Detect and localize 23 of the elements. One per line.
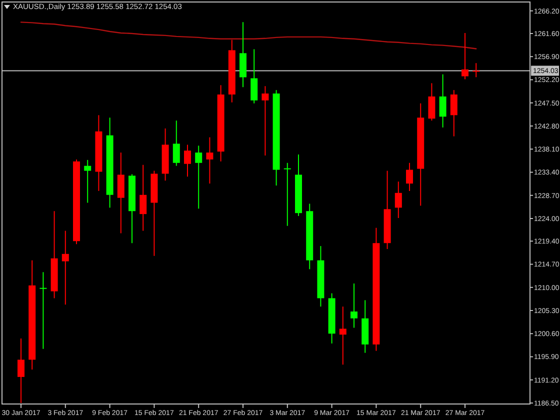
candlestick bbox=[18, 338, 24, 404]
candlestick bbox=[62, 230, 69, 306]
candlestick bbox=[472, 62, 480, 78]
candlestick bbox=[406, 162, 413, 192]
candlestick bbox=[117, 152, 124, 234]
candlestick bbox=[428, 82, 436, 122]
line-series bbox=[20, 22, 477, 50]
candlestick bbox=[184, 144, 191, 178]
candlestick bbox=[350, 282, 358, 328]
candlestick bbox=[206, 136, 214, 184]
candlestick bbox=[262, 86, 269, 156]
candlestick bbox=[439, 74, 446, 128]
candlestick bbox=[450, 90, 458, 137]
candlestick bbox=[84, 159, 92, 204]
candlestick bbox=[339, 306, 346, 366]
candlestick bbox=[40, 272, 47, 350]
candlestick bbox=[284, 162, 291, 226]
candlestick bbox=[394, 181, 402, 219]
candlestick bbox=[195, 145, 202, 210]
candlestick bbox=[172, 120, 180, 166]
candlestick bbox=[140, 164, 147, 232]
candlestick bbox=[462, 32, 468, 80]
candlestick bbox=[250, 48, 258, 104]
